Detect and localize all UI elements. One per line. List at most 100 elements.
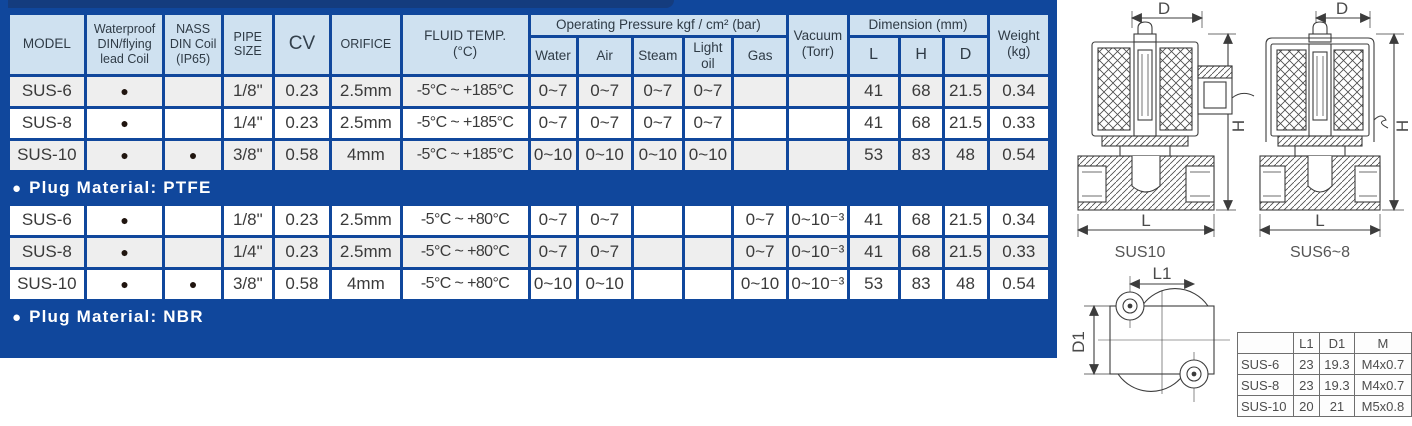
dim-d-cell: 21.5 [944,76,987,106]
spec-panel: MODEL Waterproof DIN/flying lead Coil NA… [0,0,1057,358]
fluid-temp-cell: -5°C ~ +80°C [402,205,528,235]
air-pressure-cell: 0~7 [578,76,631,106]
orifice-cell: 2.5mm [332,237,400,267]
air-pressure-cell: 0~10 [578,269,631,299]
bullet-icon: ● [12,308,22,326]
mount-l1-cell: 20 [1292,395,1321,417]
gas-pressure-cell [733,140,787,170]
nass-dot-cell: ● [165,140,221,170]
valve-sus10-drawing: D H L SUS10 [1076,0,1255,261]
mount-table-header-row: L1 D1 M [1237,332,1412,354]
col-header-gas: Gas [733,37,787,74]
mount-col-l1: L1 [1292,332,1321,354]
table-row: SUS-8 ● 1/4" 0.23 2.5mm -5°C ~ +80°C 0~7… [10,237,1048,267]
cv-cell: 0.23 [274,237,330,267]
col-header-dim-d: D [944,37,987,74]
valve-diagram-sus10: D H L SUS10 [1068,0,1260,264]
table-row: SUS-10 ● ● 3/8" 0.58 4mm -5°C ~ +185°C 0… [10,140,1048,170]
model-cell: SUS-6 [10,205,84,235]
col-header-dim-h: H [900,37,942,74]
section-title-row: ● Plug Material: PTFE [10,173,1048,203]
steam-pressure-cell: 0~7 [633,108,682,138]
mount-col-blank [1237,332,1294,354]
vacuum-cell: 0~10⁻³ [789,237,847,267]
dim-l-cell: 41 [849,205,898,235]
water-pressure-cell: 0~7 [530,237,576,267]
air-pressure-cell: 0~7 [578,108,631,138]
steam-pressure-cell: 0~10 [633,140,682,170]
vacuum-cell: 0~10⁻³ [789,269,847,299]
light-oil-pressure-cell: 0~7 [684,108,731,138]
fluid-temp-cell: -5°C ~ +80°C [402,269,528,299]
col-header-nass-coil: NASS DIN Coil (IP65) [165,15,221,74]
dim-l-cell: 41 [849,237,898,267]
col-header-cv: CV [274,15,330,74]
mount-view-drawing: L1 D1 [1069,264,1230,402]
dim-d-cell: 21.5 [944,205,987,235]
dim-h-cell: 83 [900,140,942,170]
cv-cell: 0.58 [274,269,330,299]
pipe-size-cell: 3/8" [223,269,272,299]
col-header-air: Air [578,37,631,74]
section-title-ptfe: ● Plug Material: PTFE [10,173,1048,203]
dim-l-cell: 53 [849,269,898,299]
air-pressure-cell: 0~7 [578,237,631,267]
light-oil-pressure-cell [684,237,731,267]
water-pressure-cell: 0~7 [530,76,576,106]
waterproof-dot-cell: ● [86,76,163,106]
waterproof-dot-cell: ● [86,237,163,267]
dim-label-h: H [1229,120,1248,132]
cv-cell: 0.23 [274,76,330,106]
fluid-temp-cell: -5°C ~ +80°C [402,237,528,267]
dim-l-cell: 41 [849,76,898,106]
table-row: SUS-8 ● 1/4" 0.23 2.5mm -5°C ~ +185°C 0~… [10,108,1048,138]
dim-l-cell: 53 [849,140,898,170]
orifice-cell: 2.5mm [332,205,400,235]
orifice-cell: 2.5mm [332,76,400,106]
steam-pressure-cell [633,269,682,299]
dim-h-cell: 83 [900,269,942,299]
dim-h-cell: 68 [900,205,942,235]
nass-dot-cell [165,205,221,235]
mount-m-cell: M4x0.7 [1353,353,1412,375]
mount-m-cell: M4x0.7 [1353,374,1412,396]
bullet-icon: ● [12,179,22,197]
col-group-operating-pressure: Operating Pressure kgf / cm² (bar) [530,15,787,35]
col-header-waterproof-coil: Waterproof DIN/flying lead Coil [86,15,163,74]
dim-label-h: H [1393,120,1412,132]
fluid-temp-cell: -5°C ~ +185°C [402,76,528,106]
mount-top-view-diagram: L1 D1 [1069,264,1242,422]
vacuum-cell [789,140,847,170]
spec-table: MODEL Waterproof DIN/flying lead Coil NA… [7,12,1051,335]
dim-h-cell: 68 [900,237,942,267]
header-row-groups: MODEL Waterproof DIN/flying lead Coil NA… [10,15,1048,74]
gas-pressure-cell [733,108,787,138]
table-row: SUS-6 ● 1/8" 0.23 2.5mm -5°C ~ +185°C 0~… [10,76,1048,106]
dim-h-cell: 68 [900,76,942,106]
nass-dot-cell: ● [165,269,221,299]
steam-pressure-cell [633,237,682,267]
valve-label-sus6-8: SUS6~8 [1290,244,1350,261]
table-row: SUS-6 ● 1/8" 0.23 2.5mm -5°C ~ +80°C 0~7… [10,205,1048,235]
dim-label-d: D [1336,2,1348,18]
col-header-weight: Weight (kg) [989,15,1048,74]
vacuum-cell: 0~10⁻³ [789,205,847,235]
header-row-subcolumns: Water Air Steam Light oil Gas L H D [10,37,1048,74]
dim-label-d: D [1158,2,1170,18]
col-header-dim-l: L [849,37,898,74]
water-pressure-cell: 0~10 [530,269,576,299]
air-pressure-cell: 0~10 [578,140,631,170]
gas-pressure-cell: 0~7 [733,237,787,267]
water-pressure-cell: 0~10 [530,140,576,170]
col-header-orifice: ORIFICE [332,15,400,74]
col-header-steam: Steam [633,37,682,74]
dim-d-cell: 48 [944,269,987,299]
mount-model-cell: SUS-10 [1237,395,1294,417]
mount-table-row: SUS-8 23 19.3 M4x0.7 [1237,374,1412,396]
steam-pressure-cell [633,205,682,235]
model-cell: SUS-10 [10,140,84,170]
weight-cell: 0.34 [989,76,1048,106]
gas-pressure-cell: 0~10 [733,269,787,299]
model-cell: SUS-10 [10,269,84,299]
model-cell: SUS-6 [10,76,84,106]
